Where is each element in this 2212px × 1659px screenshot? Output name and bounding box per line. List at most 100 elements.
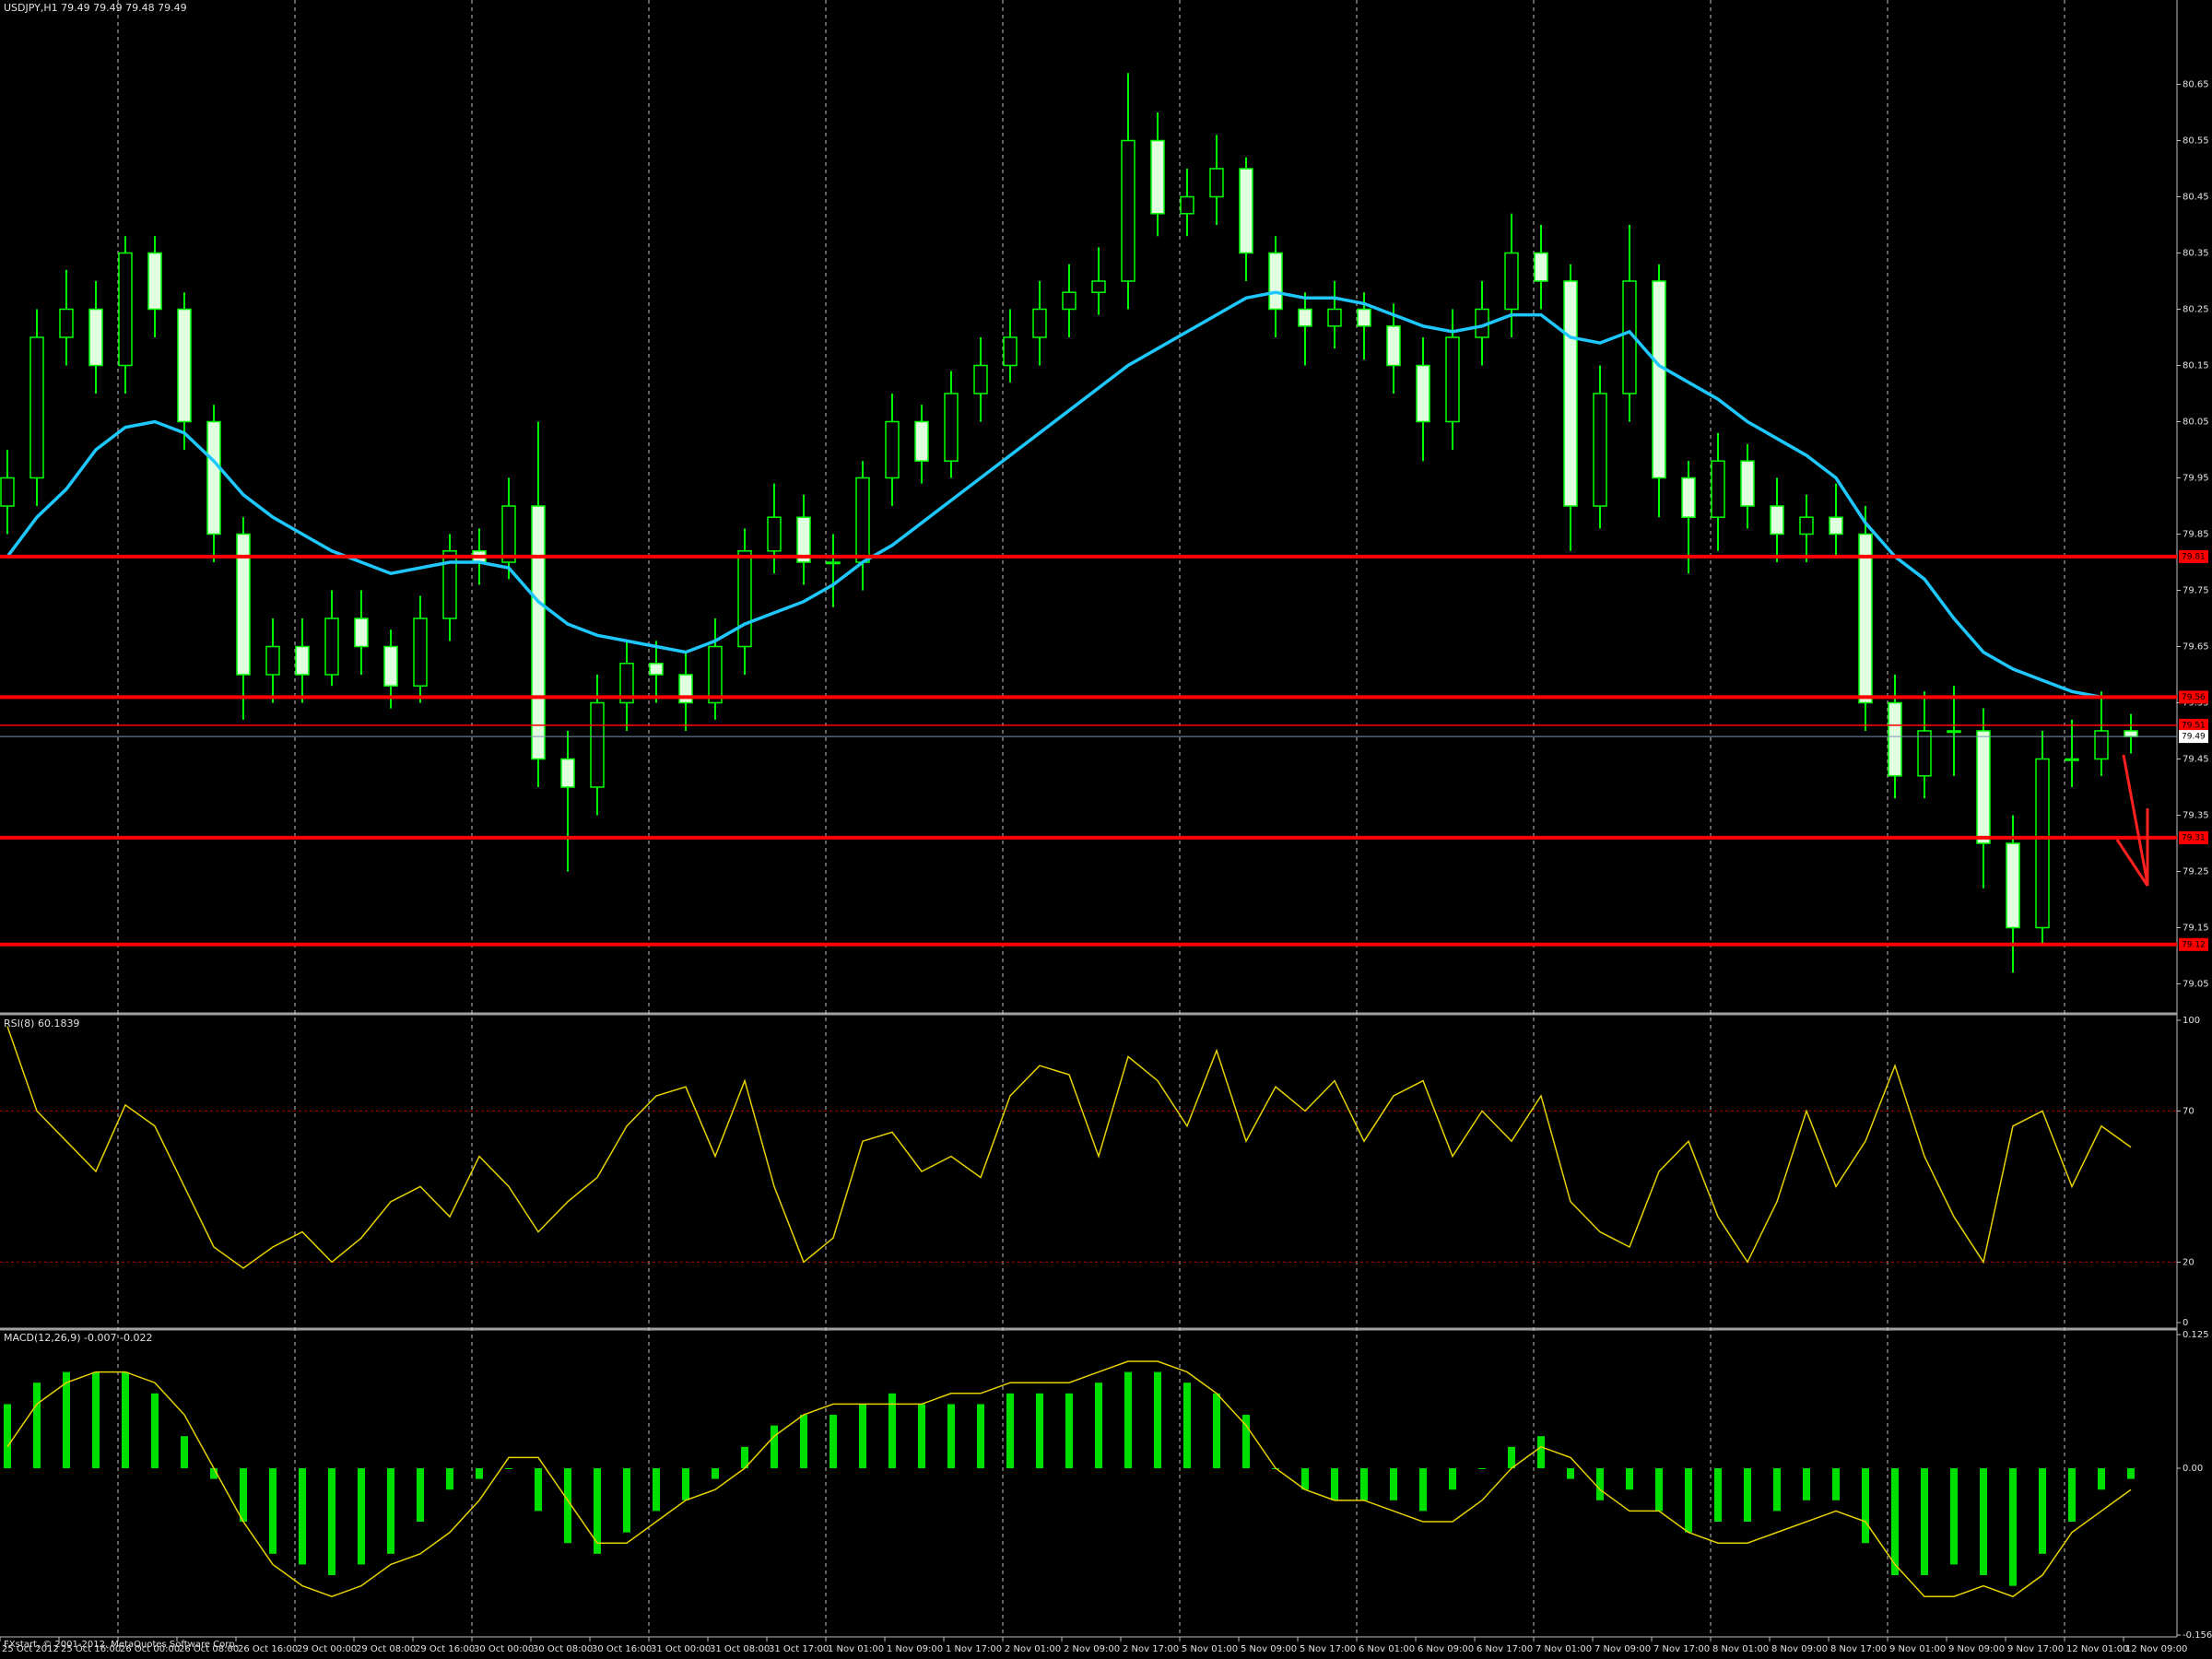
candle-body xyxy=(1858,533,1873,704)
y-tick-label: 80.45 xyxy=(2183,193,2209,203)
current-price-box xyxy=(2179,730,2208,744)
y-tick-label: 0 xyxy=(2183,1318,2188,1328)
macd-bar xyxy=(417,1468,424,1523)
macd-bar xyxy=(977,1404,984,1469)
candle-body xyxy=(560,758,575,788)
macd-bar xyxy=(2127,1468,2135,1479)
y-tick-label: 80.25 xyxy=(2183,305,2209,315)
macd-bar xyxy=(1862,1468,1869,1544)
candle-body xyxy=(1445,336,1460,423)
candle-body xyxy=(914,420,929,462)
arrow-head xyxy=(2115,839,2149,887)
moving-average xyxy=(6,290,2131,700)
y-tick-label: 80.65 xyxy=(2183,80,2209,90)
macd-bar xyxy=(1596,1468,1604,1500)
candle-body xyxy=(1062,291,1077,311)
macd-bar xyxy=(269,1468,276,1554)
candle-body xyxy=(1298,308,1312,327)
macd-bar xyxy=(918,1404,925,1469)
x-tick-label: 8 Nov 09:00 xyxy=(1771,1644,1828,1654)
macd-bar xyxy=(741,1446,748,1469)
macd-bar xyxy=(1301,1468,1309,1490)
candle-body xyxy=(1534,252,1548,282)
candle-body xyxy=(973,364,988,394)
x-tick-label: 1 Nov 17:00 xyxy=(946,1644,1002,1654)
level-label-box xyxy=(2179,690,2208,704)
x-tick-label: 31 Oct 00:00 xyxy=(651,1644,711,1654)
x-tick-label: 29 Oct 00:00 xyxy=(297,1644,357,1654)
y-tick-label: 80.05 xyxy=(2183,418,2209,428)
macd-bar xyxy=(888,1393,896,1469)
candle-body xyxy=(236,533,251,676)
candle-body xyxy=(295,645,310,676)
candle-body xyxy=(354,618,369,648)
candle-body xyxy=(1976,730,1991,844)
y-tick-label: 79.65 xyxy=(2183,642,2209,653)
macd-bar xyxy=(1950,1468,1958,1565)
x-tick-label: 30 Oct 16:00 xyxy=(592,1644,652,1654)
candle-body xyxy=(855,477,870,563)
y-tick-label: 100 xyxy=(2183,1016,2200,1026)
candle-body xyxy=(1209,168,1224,198)
candle-body xyxy=(265,645,280,676)
candle-body xyxy=(1681,477,1696,518)
candle-body xyxy=(177,308,192,423)
level-label-box xyxy=(2179,937,2208,951)
candle-body xyxy=(737,550,752,648)
candle-body xyxy=(442,550,457,619)
candle-body xyxy=(1593,393,1607,507)
x-tick-label: 7 Nov 17:00 xyxy=(1653,1644,1710,1654)
macd-bar xyxy=(1124,1371,1132,1469)
level-label: 79.51 xyxy=(2182,721,2206,730)
candle-body xyxy=(708,645,723,704)
macd-bar xyxy=(2039,1468,2046,1554)
level-label-box xyxy=(2179,549,2208,563)
macd-bar xyxy=(771,1425,778,1469)
candle-body xyxy=(826,561,841,565)
x-tick-label: 1 Nov 01:00 xyxy=(828,1644,884,1654)
macd-bar xyxy=(210,1468,218,1479)
candle-body xyxy=(59,308,74,338)
y-tick-label: 79.45 xyxy=(2183,755,2209,765)
candle-body xyxy=(1652,280,1666,479)
y-tick-label: 79.95 xyxy=(2183,474,2209,484)
macd-bar xyxy=(505,1468,512,1470)
level-label-box xyxy=(2179,830,2208,844)
macd-bar xyxy=(594,1468,601,1554)
macd-bar xyxy=(2009,1468,2017,1586)
macd-bar xyxy=(1242,1415,1250,1469)
macd-bar xyxy=(1537,1436,1545,1469)
candle-body xyxy=(531,505,546,760)
macd-bar xyxy=(1419,1468,1427,1512)
macd-bar xyxy=(387,1468,394,1554)
macd-bar xyxy=(240,1468,247,1523)
x-tick-label: 30 Oct 00:00 xyxy=(474,1644,534,1654)
candle-body xyxy=(1357,308,1371,327)
macd-bar xyxy=(1803,1468,1810,1500)
macd-bar xyxy=(712,1468,719,1479)
x-tick-label: 7 Nov 01:00 xyxy=(1535,1644,1592,1654)
macd-bar xyxy=(1036,1393,1043,1469)
macd-bar xyxy=(2068,1468,2076,1523)
candle-body xyxy=(0,477,15,507)
macd-bar xyxy=(1449,1468,1456,1490)
x-tick-label: 29 Oct 16:00 xyxy=(415,1644,475,1654)
candle-body xyxy=(147,252,162,311)
y-tick-label: 80.35 xyxy=(2183,249,2209,259)
candle-body xyxy=(1740,460,1755,507)
macd-bar xyxy=(122,1371,129,1469)
macd-bar xyxy=(1567,1468,1574,1479)
level-label: 79.31 xyxy=(2182,833,2206,842)
candle-body xyxy=(649,663,664,676)
x-tick-label: 5 Nov 09:00 xyxy=(1241,1644,1297,1654)
arrow-annotation xyxy=(2115,754,2149,887)
macd-bar xyxy=(4,1404,11,1469)
y-tick-label: 79.05 xyxy=(2183,980,2209,990)
plot-area: 79.81 79.56 79.31 79.12 79.51 79.49 xyxy=(0,73,2208,1598)
candle-body xyxy=(1268,252,1283,311)
current-price-label: 79.49 xyxy=(2182,733,2206,742)
y-tick-label: 0.00 xyxy=(2183,1464,2203,1474)
macd-bar xyxy=(1331,1468,1338,1500)
x-tick-label: 6 Nov 01:00 xyxy=(1359,1644,1415,1654)
